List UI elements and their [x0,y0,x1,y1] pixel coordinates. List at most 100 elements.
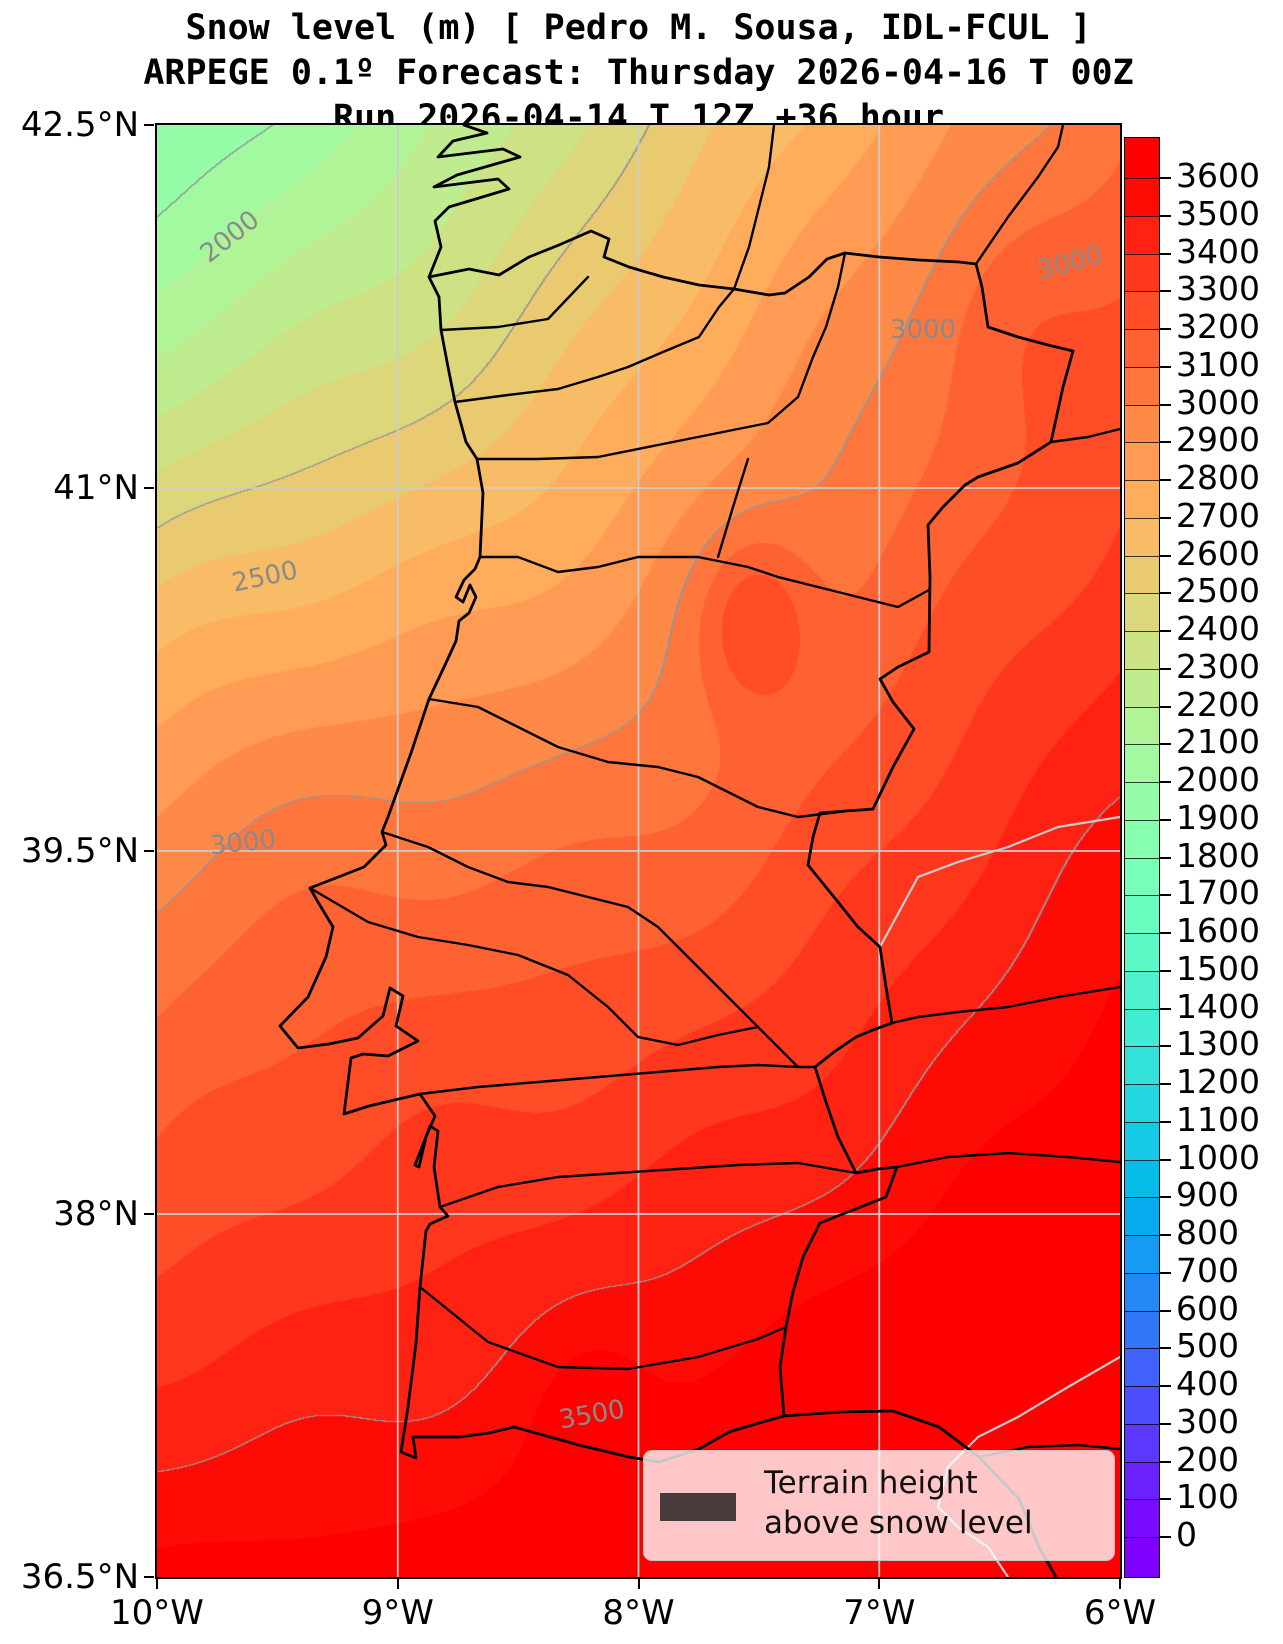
colorbar [1124,137,1160,1578]
colorbar-tick-label: 1700 [1176,873,1260,913]
colorbar-tick-label: 3300 [1176,269,1260,309]
x-axis-tick [156,1579,158,1589]
colorbar-boundary-line [1125,215,1159,217]
colorbar-segment [1125,404,1159,443]
colorbar-segment [1125,895,1159,934]
colorbar-tick-label: 1800 [1176,835,1260,875]
colorbar-tick [1160,1083,1171,1085]
colorbar-tick [1160,1536,1171,1538]
colorbar-boundary-line [1125,1461,1159,1463]
colorbar-tick [1160,516,1171,519]
colorbar-tick-label: 3600 [1176,155,1260,195]
colorbar-tick-label: 2200 [1176,684,1260,724]
colorbar-segment [1125,1348,1159,1387]
colorbar-segment [1125,1159,1159,1198]
colorbar-tick-label: 2800 [1176,457,1260,497]
colorbar-segment [1125,329,1159,368]
colorbar-boundary-line [1125,404,1159,406]
colorbar-segment [1125,178,1159,217]
colorbar-boundary-line [1125,1235,1159,1236]
colorbar-segment [1125,782,1159,821]
colorbar-boundary-line [1125,1499,1159,1501]
graticule-gridlines [157,125,1120,1577]
colorbar-boundary-line [1125,291,1159,293]
colorbar-tick [1160,403,1171,406]
colorbar-boundary-line [1125,178,1159,179]
colorbar-tick-label: 3200 [1176,306,1260,346]
colorbar-boundary-line [1125,744,1159,746]
coastline [278,125,1058,1577]
colorbar-tick [1160,705,1171,708]
colorbar-boundary-line [1125,1121,1159,1123]
legend-text-line2: above snow level [764,1505,1033,1541]
colorbar-segment [1125,1272,1159,1311]
colorbar-segment [1125,933,1159,972]
y-axis-tick-label: 38°N [53,1194,139,1234]
colorbar-tick-label: 500 [1176,1326,1239,1366]
colorbar-tick-label: 200 [1176,1439,1239,1479]
colorbar-boundary-line [1125,1423,1159,1425]
colorbar-tick [1160,1460,1171,1463]
colorbar-segment [1125,857,1159,896]
colorbar-boundary-line [1125,668,1159,670]
colorbar-segment [1125,555,1159,594]
x-axis-tick [1119,1579,1121,1589]
colorbar-tick [1160,667,1171,670]
colorbar-tick-label: 2600 [1176,533,1260,573]
colorbar-boundary-line [1125,895,1159,897]
colorbar-boundary-line [1125,1159,1159,1161]
colorbar-segment [1125,1197,1159,1236]
colorbar-boundary-line [1125,1272,1159,1274]
colorbar-boundary-line [1125,706,1159,708]
admin-boundaries [278,125,1120,1577]
colorbar-tick [1160,441,1171,444]
colorbar-tick-label: 1300 [1176,1024,1260,1064]
colorbar-tick-label: 2400 [1176,608,1260,648]
figure-title: Snow level (m) [ Pedro M. Sousa, IDL-FCU… [185,8,1092,48]
colorbar-boundary-line [1125,366,1159,368]
colorbar-tick [1160,1422,1171,1425]
y-axis-tick-label: 36.5°N [20,1557,139,1597]
colorbar-segment [1125,253,1159,292]
colorbar-tick [1160,1309,1171,1312]
colorbar-tick [1160,932,1171,934]
colorbar-tick-label: 400 [1176,1363,1239,1403]
map-legend: Terrain height above snow level [643,1450,1115,1561]
colorbar-segment [1125,1423,1159,1462]
colorbar-boundary-line [1125,1084,1159,1085]
colorbar-tick [1160,818,1171,821]
colorbar-boundary-line [1125,555,1159,557]
colorbar-tick [1160,1347,1171,1350]
colorbar-boundary-line [1125,1537,1159,1538]
colorbar-boundary-line [1125,1046,1159,1048]
colorbar-boundary-line [1125,782,1159,783]
colorbar-tick-label: 600 [1176,1288,1239,1328]
y-axis-tick [144,1576,154,1578]
x-axis-tick-label: 9°W [361,1593,434,1633]
colorbar-boundary-line [1125,970,1159,972]
colorbar-boundary-line [1125,480,1159,481]
colorbar-segment [1125,1499,1159,1538]
colorbar-segment [1125,593,1159,632]
x-axis-tick [396,1579,399,1589]
figure-subtitle-forecast: ARPEGE 0.1º Forecast: Thursday 2026-04-1… [143,53,1134,93]
legend-text: Terrain height above snow level [764,1463,1033,1543]
colorbar-segment [1125,970,1159,1009]
colorbar-tick-label: 1600 [1176,910,1260,950]
river-tagus [878,815,1120,949]
legend-terrain-swatch [660,1493,736,1521]
colorbar-tick-label: 3100 [1176,344,1260,384]
y-axis-tick-label: 42.5°N [20,105,139,145]
y-axis-tick-label: 41°N [53,468,139,508]
colorbar-segment [1125,706,1159,745]
colorbar-boundary-line [1125,1348,1159,1350]
colorbar-tick-label: 2100 [1176,722,1260,762]
colorbar-tick [1160,479,1171,481]
colorbar-tick-label: 2300 [1176,646,1260,686]
colorbar-boundary-line [1125,1386,1159,1387]
colorbar-over-extension [1125,138,1159,178]
colorbar-segment [1125,1084,1159,1123]
colorbar-tick [1160,1120,1171,1123]
colorbar-segment [1125,1121,1159,1160]
